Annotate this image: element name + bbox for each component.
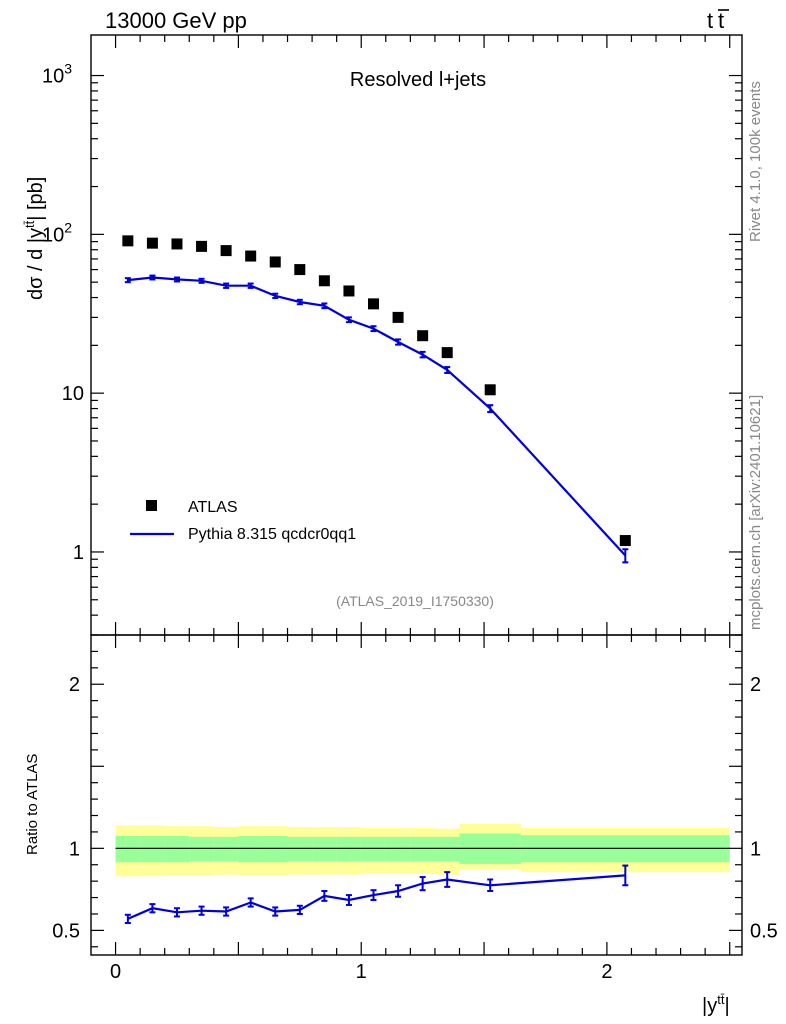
atlas-data-point [146,237,158,249]
ratio-stat-uncertainty-band [115,836,141,863]
atlas-data-point [417,330,429,342]
ratio-pythia-line [127,874,626,920]
pythia-line [127,276,627,557]
ratio-y-tick-label-left: 0.5 [52,920,80,942]
main-y-tick-label: 102 [42,219,72,246]
ratio-frame [90,634,743,956]
atlas-data-point [484,384,496,396]
rivet-info-label: Rivet 4.1.0, 100k events [747,81,764,242]
header-energy-label: 13000 GeV pp [105,8,247,33]
atlas-data-point [171,238,183,250]
main-y-tick-label: 103 [42,61,72,88]
legend-atlas-label: ATLAS [188,499,238,516]
atlas-data-point [196,240,208,252]
legend: ATLAS Pythia 8.315 qcdcr0qq1 [130,499,356,543]
ratio-y-tick-label-left: 1 [69,838,80,860]
atlas-data-point [619,535,631,547]
ratio-stat-uncertainty-band [238,836,263,863]
ratio-y-tick-label-right: 2 [750,674,761,696]
analysis-watermark: (ATLAS_2019_I1750330) [336,593,494,609]
mcplots-info-label: mcplots.cern.ch [arXiv:2401.10621] [747,395,764,630]
ratio-stat-uncertainty-band [410,836,435,862]
ratio-stat-uncertainty-band [312,836,337,862]
atlas-data-point [245,250,257,262]
ratio-stat-uncertainty-band [287,836,313,862]
svg-text:t: t [707,8,713,33]
ratio-stat-uncertainty-band [336,836,362,862]
ratio-stat-uncertainty-band [262,836,288,863]
atlas-data-point [318,275,330,287]
header-process-label: t t [707,8,729,33]
ratio-y-tick-label-left: 2 [69,674,80,696]
atlas-data-point [441,347,453,359]
atlas-data-point [220,245,232,257]
x-axis-label: |ytt̄| [702,992,730,1017]
atlas-data-point [368,298,380,310]
main-y-tick-label: 10 [62,383,84,405]
ratio-panel: 0 1 2 0.5 0.5 1 1 2 2 Ratio to ATLAS |ytt̄| [24,634,778,1017]
ratio-stat-uncertainty-band [434,836,460,862]
main-panel: 1 10 102 103 Resolved l+jets (ATLAS_2019_I1… [22,34,743,636]
svg-text:t: t [718,8,724,33]
x-tick-label: 1 [356,961,367,983]
legend-pythia-label: Pythia 8.315 qcdcr0qq1 [188,526,356,543]
ratio-stat-uncertainty-band [189,836,214,862]
ratio-stat-uncertainty-band [140,836,165,863]
ratio-stat-uncertainty-band [361,836,386,862]
main-frame [90,34,743,636]
atlas-data-point [343,285,355,297]
main-y-tick-label: 1 [73,542,84,564]
x-tick-label: 0 [110,961,121,983]
main-y-axis-label: dσ / d |ytt̄| [pb] [22,177,47,300]
ratio-y-tick-label-right: 1 [750,838,761,860]
legend-atlas-marker [146,500,157,511]
ratio-stat-uncertainty-band [213,836,239,862]
ratio-y-tick-label-right: 0.5 [750,920,778,942]
atlas-data-point [294,264,306,276]
ratio-y-axis-label: Ratio to ATLAS [24,754,41,855]
atlas-data-point [392,311,404,323]
ratio-stat-uncertainty-band [164,836,190,863]
atlas-data-point [122,235,134,247]
atlas-data-point [269,256,281,268]
ratio-stat-uncertainty-band [385,836,411,862]
main-title: Resolved l+jets [350,69,486,91]
x-tick-label: 2 [601,961,612,983]
